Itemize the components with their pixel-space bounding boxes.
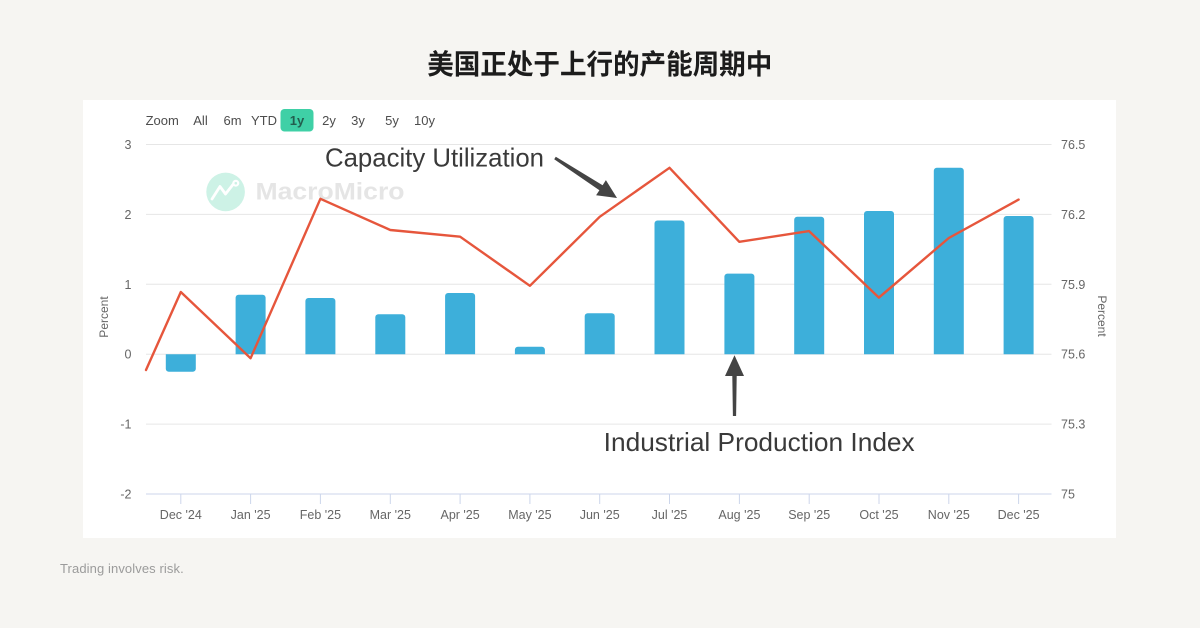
svg-text:0: 0 — [125, 348, 132, 362]
svg-text:Nov '25: Nov '25 — [928, 508, 970, 522]
svg-text:Apr '25: Apr '25 — [440, 508, 479, 522]
svg-text:May '25: May '25 — [508, 508, 551, 522]
svg-text:All: All — [193, 113, 208, 128]
svg-text:75.6: 75.6 — [1061, 348, 1085, 362]
svg-text:1y: 1y — [290, 113, 305, 128]
svg-text:3y: 3y — [351, 113, 365, 128]
svg-text:Oct '25: Oct '25 — [859, 508, 898, 522]
svg-text:76.5: 76.5 — [1061, 138, 1085, 152]
svg-text:1: 1 — [125, 278, 132, 292]
svg-text:Capacity Utilization: Capacity Utilization — [325, 143, 544, 173]
svg-text:-1: -1 — [120, 418, 131, 432]
svg-text:Aug '25: Aug '25 — [718, 508, 760, 522]
svg-text:Jun '25: Jun '25 — [580, 508, 620, 522]
svg-text:MacroMicro: MacroMicro — [256, 178, 405, 205]
svg-text:Mar '25: Mar '25 — [370, 508, 411, 522]
svg-text:Jul '25: Jul '25 — [652, 508, 688, 522]
svg-text:10y: 10y — [414, 113, 435, 128]
svg-text:Dec '25: Dec '25 — [998, 508, 1040, 522]
svg-text:75: 75 — [1061, 488, 1075, 502]
svg-text:2: 2 — [125, 208, 132, 222]
svg-text:Percent: Percent — [1095, 295, 1109, 337]
svg-text:2y: 2y — [322, 113, 336, 128]
svg-text:75.3: 75.3 — [1061, 418, 1085, 432]
svg-text:Feb '25: Feb '25 — [300, 508, 341, 522]
svg-text:Sep '25: Sep '25 — [788, 508, 830, 522]
svg-text:Percent: Percent — [97, 296, 111, 338]
svg-text:Jan '25: Jan '25 — [231, 508, 271, 522]
svg-text:Dec '24: Dec '24 — [160, 508, 202, 522]
svg-text:5y: 5y — [385, 113, 399, 128]
svg-text:76.2: 76.2 — [1061, 208, 1085, 222]
svg-text:-2: -2 — [120, 488, 131, 502]
svg-text:YTD: YTD — [251, 113, 277, 128]
svg-text:75.9: 75.9 — [1061, 278, 1085, 292]
svg-text:3: 3 — [125, 138, 132, 152]
svg-text:Zoom: Zoom — [146, 113, 179, 128]
svg-text:6m: 6m — [223, 113, 241, 128]
svg-text:Industrial Production Index: Industrial Production Index — [604, 427, 915, 457]
